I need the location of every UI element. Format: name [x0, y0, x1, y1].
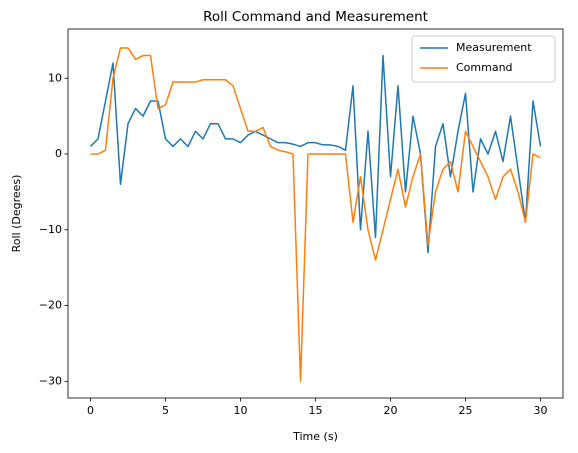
y-axis-label: Roll (Degrees)	[10, 175, 23, 253]
series-line	[90, 47, 541, 383]
y-tick-label: 0	[55, 147, 62, 160]
y-tick-label: −30	[39, 374, 62, 387]
plot-area	[67, 28, 564, 399]
x-tick-label: 0	[87, 404, 94, 417]
x-tick-label: 10	[234, 404, 248, 417]
x-tick-label: 25	[459, 404, 473, 417]
x-axis-label: Time (s)	[292, 430, 338, 443]
y-tick-label: −20	[39, 299, 62, 312]
chart-title: Roll Command and Measurement	[203, 9, 428, 25]
legend-label: Command	[456, 61, 513, 74]
series-line	[89, 54, 542, 254]
x-tick-label: 20	[384, 404, 398, 417]
x-tick-label: 30	[534, 404, 548, 417]
x-tick-label: 5	[162, 404, 169, 417]
y-tick-label: 10	[48, 71, 62, 84]
legend-label: Measurement	[456, 41, 532, 54]
x-tick-label: 15	[309, 404, 323, 417]
y-tick-label: −10	[39, 223, 62, 236]
